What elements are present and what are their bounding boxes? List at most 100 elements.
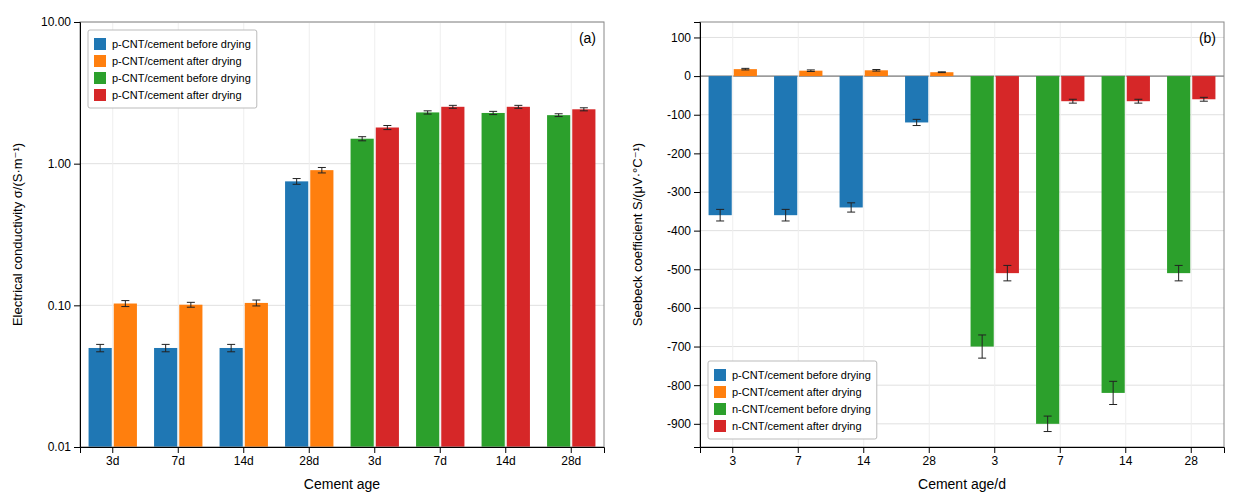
tick-mark [994, 447, 995, 453]
error-bar [358, 137, 366, 141]
tick-label: -900 [667, 417, 691, 431]
plot-area [709, 68, 1216, 431]
tick: -200 [667, 147, 700, 161]
y-axis-title: Electrical conductivity σ/(S·m⁻¹) [10, 143, 25, 326]
error-bar [978, 335, 986, 358]
grid-line-x [994, 22, 995, 447]
legend-label: p-CNT/cement after drying [112, 89, 242, 101]
tick: 10.00 [41, 15, 80, 29]
grid [700, 22, 1224, 447]
error-bar [424, 111, 432, 114]
bar [1192, 76, 1215, 99]
bar [799, 71, 822, 76]
legend-swatch [714, 420, 726, 432]
bar [507, 107, 530, 447]
bar [572, 109, 595, 447]
tick: -800 [667, 379, 700, 393]
bar [709, 76, 732, 215]
tick-label: -300 [667, 185, 691, 199]
bar [482, 113, 505, 447]
annotation: (b) [1199, 30, 1216, 46]
tick: 0.01 [48, 440, 80, 454]
bar [1127, 76, 1150, 101]
bar [154, 348, 177, 447]
tick-label: 0.10 [48, 299, 72, 313]
grid-line-x [1125, 22, 1126, 447]
grid-line-x [309, 22, 310, 447]
error-bar [1109, 381, 1117, 404]
error-bar [1069, 99, 1077, 103]
bar [547, 115, 570, 447]
tick: 7 [1057, 447, 1064, 468]
tick-label: 7 [1057, 454, 1064, 468]
tick: 3d [106, 447, 119, 468]
tick: -500 [667, 263, 700, 277]
tick-mark [74, 22, 80, 23]
legend-label: p-CNT/cement after drying [732, 386, 862, 398]
tick-mark [374, 447, 375, 453]
bar [351, 139, 374, 447]
tick-label: 14d [496, 454, 516, 468]
tick-label: 3 [729, 454, 736, 468]
tick-label: 28 [923, 454, 937, 468]
tick-label: 28d [561, 454, 581, 468]
x-axis-title: Cement age/d [918, 476, 1006, 492]
error-bar [938, 71, 946, 73]
tick-mark [732, 447, 733, 453]
tick: 14 [857, 447, 871, 468]
error-bar [580, 108, 588, 111]
tick-label: 28 [1185, 454, 1199, 468]
bar [416, 112, 439, 447]
bar [774, 76, 797, 215]
tick-mark [694, 347, 700, 348]
bar [1102, 76, 1125, 393]
tick-label: -200 [667, 147, 691, 161]
bar [865, 70, 888, 76]
tick-mark [694, 153, 700, 154]
axis-line [74, 23, 81, 448]
tick-mark [694, 115, 700, 116]
legend-swatch [714, 369, 726, 381]
tick-mark [571, 447, 572, 453]
bar [840, 76, 863, 207]
tick: -300 [667, 185, 700, 199]
x-axis: 3d7d14d28d3d7d14d28d [81, 447, 605, 468]
grid-line-x [1191, 22, 1192, 447]
plot-frame [700, 22, 1224, 447]
tick-mark [74, 164, 80, 165]
error-bar [121, 301, 129, 307]
plot-frame [80, 22, 604, 447]
error-bar [847, 203, 855, 212]
legend: p-CNT/cement before drying p-CNT/cement a… [88, 30, 257, 108]
x-axis-title: Cement age [304, 476, 380, 492]
bar [179, 305, 202, 447]
tick: 0 [684, 69, 700, 83]
tick-mark [178, 447, 179, 453]
error-bar [807, 70, 815, 72]
legend-label: n-CNT/cement after drying [732, 420, 862, 432]
tick: -600 [667, 301, 700, 315]
tick-mark [1060, 447, 1061, 453]
error-bar [1044, 416, 1052, 431]
grid-line-x [1060, 22, 1061, 447]
tick: 14 [1119, 447, 1133, 468]
tick-label: 0.01 [48, 440, 72, 454]
error-bar [96, 344, 104, 351]
legend-item: p-CNT/cement after drying [94, 55, 242, 67]
legend-swatch [94, 89, 106, 101]
legend-item: p-CNT/cement after drying [714, 386, 862, 398]
grid-line-y [700, 37, 1224, 38]
tick-label: 7 [795, 454, 802, 468]
bar [441, 107, 464, 447]
tick-mark [694, 424, 700, 425]
tick: 1.00 [48, 157, 80, 171]
tick: 28d [299, 447, 319, 468]
tick-label: 10.00 [41, 15, 71, 29]
axis-line [694, 23, 701, 448]
bar [89, 348, 112, 447]
panel: 1000-100-200-300-400-500-600-700-800-900… [630, 22, 1225, 492]
legend-label: p-CNT/cement before drying [112, 72, 251, 84]
legend-swatch [714, 386, 726, 398]
tick-label: 0 [684, 69, 691, 83]
error-bar [555, 114, 563, 117]
